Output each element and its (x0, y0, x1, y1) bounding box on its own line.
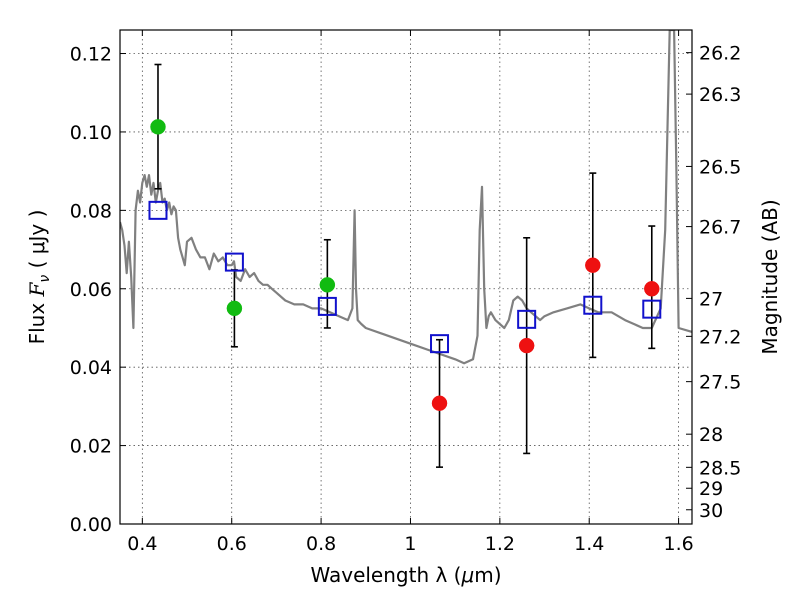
y-tick-label: 0.00 (70, 514, 112, 536)
y-tick-label: 0.08 (70, 200, 112, 222)
grid-lines (120, 30, 692, 524)
y2-axis-title: Magnitude (AB) (758, 199, 782, 354)
y2-tick-label: 28.5 (699, 457, 741, 479)
y2-tick-label: 27.5 (699, 372, 741, 394)
model-point (642, 299, 662, 319)
y2-tick-label: 26.2 (699, 43, 741, 65)
x-tick-label: 1 (404, 533, 416, 555)
y2-tick-label: 26.5 (699, 156, 741, 178)
model-point (517, 309, 537, 329)
model-point (317, 296, 337, 316)
y2-tick-label: 26.7 (699, 217, 741, 239)
model-point (148, 200, 168, 220)
y-tick-label: 0.12 (70, 44, 112, 66)
y-tick-label: 0.06 (70, 279, 112, 301)
data-point (226, 300, 243, 317)
data-point (319, 277, 336, 293)
data-point (585, 257, 601, 273)
x-tick-label: 0.8 (306, 533, 336, 555)
x-tick-label: 1.2 (485, 533, 515, 555)
model-point (583, 295, 603, 315)
y2-tick-label: 30 (699, 500, 723, 522)
plot-frame (119, 29, 693, 525)
y2-tick-label: 28 (699, 424, 723, 446)
model-point (430, 334, 450, 354)
x-tick-label: 0.6 (217, 533, 247, 555)
markers-layer (148, 119, 662, 411)
y2-tick-label: 27 (699, 288, 723, 310)
data-point (644, 281, 660, 297)
y-tick-label: 0.02 (70, 436, 112, 458)
data-point (518, 337, 535, 354)
data-point (150, 119, 166, 135)
x-axis-title: Wavelength λ (μm) (310, 563, 501, 587)
y2-tick-label: 26.3 (699, 84, 741, 106)
x-tick-label: 1.6 (663, 533, 693, 555)
model-point (224, 252, 244, 272)
model-spectrum-layer (120, 30, 692, 365)
ticks-layer: 0.4 0.6 0.8 1 1.2 1.4 1.6 0.00 0.02 0.04 0.06 0.08 0… (70, 30, 741, 555)
y-tick-label: 0.10 (70, 122, 112, 144)
y2-tick-label: 27.2 (699, 326, 741, 348)
y-axis-title: Flux Fν ( μJy ) (25, 210, 53, 345)
y-tick-label: 0.04 (70, 357, 112, 379)
x-tick-label: 1.4 (574, 533, 604, 555)
x-tick-label: 0.4 (127, 533, 157, 555)
model-spectrum-line (120, 30, 692, 365)
data-point (431, 395, 448, 411)
y2-tick-label: 29 (699, 478, 723, 500)
